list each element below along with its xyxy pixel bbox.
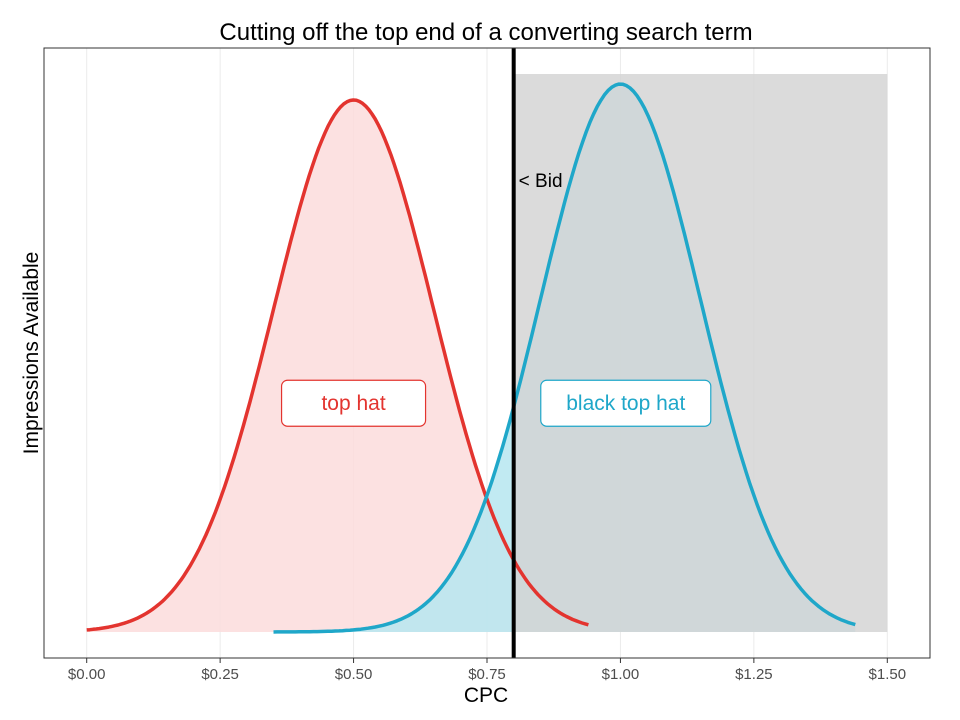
shaded-region-layer	[513, 74, 888, 632]
shaded-region	[513, 74, 888, 632]
x-tick-label-0: $0.00	[68, 666, 106, 683]
label-box-black-top-hat	[540, 379, 712, 427]
x-tick-label-2: $0.50	[335, 666, 373, 683]
x-tick-label-3: $0.75	[468, 666, 506, 683]
x-tick-label-6: $1.50	[869, 666, 907, 683]
label-top-hat: top hat	[321, 392, 385, 415]
bid-label: < Bid	[519, 171, 563, 192]
bid-layer: < Bid	[511, 48, 563, 658]
line-black-top-hat	[273, 82, 856, 634]
label-black-top-hat: black top hat	[566, 392, 685, 415]
axes-layer: $0.00 $0.25 $0.50 $0.75 $1.00 $1.25 $1.50	[43, 47, 931, 683]
x-tick-label-1: $0.25	[201, 666, 239, 683]
label-box-top-hat	[280, 379, 427, 427]
x-tick-label-5: $1.25	[735, 666, 773, 683]
y-axis-title: Impressions Available	[20, 252, 43, 455]
series-lines-layer	[86, 82, 856, 634]
x-axis-title: CPC	[464, 684, 508, 707]
line-top-hat	[86, 98, 589, 632]
x-tick-label-4: $1.00	[602, 666, 640, 683]
chart-title: Cutting off the top end of a converting …	[219, 19, 752, 46]
area-top-hat	[86, 100, 589, 632]
series-labels-layer: top hat black top hat	[280, 379, 712, 427]
